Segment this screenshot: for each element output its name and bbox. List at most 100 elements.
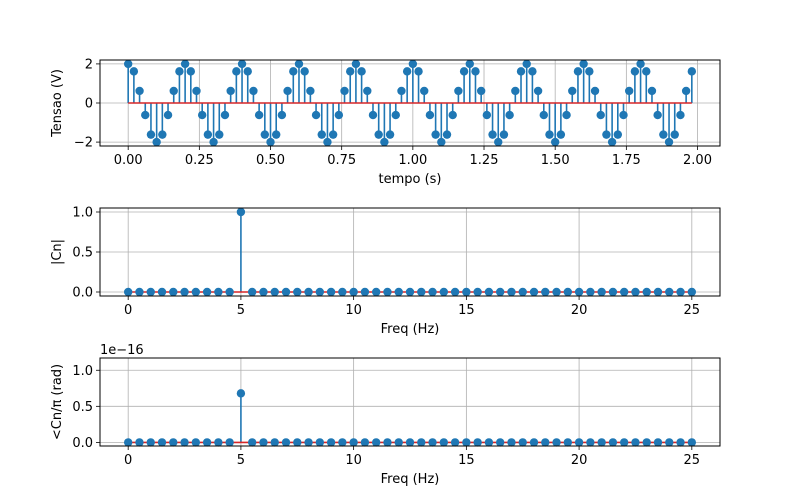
stem-marker xyxy=(574,287,584,297)
x-tick-label: 10 xyxy=(345,303,362,318)
stem-marker xyxy=(202,287,212,297)
stem-marker xyxy=(191,438,201,447)
stem-marker xyxy=(484,438,494,447)
stem-marker xyxy=(146,438,155,447)
stem-marker xyxy=(573,67,583,76)
stem-marker xyxy=(146,287,155,297)
stem-marker xyxy=(202,438,212,447)
stem-marker xyxy=(462,287,471,297)
stem-marker xyxy=(529,287,539,297)
stem-marker xyxy=(311,110,321,120)
stem-marker xyxy=(533,86,543,96)
stem-marker xyxy=(281,287,291,297)
stem-marker xyxy=(541,287,550,297)
x-tick-label: 0.00 xyxy=(114,153,143,168)
stem-marker xyxy=(473,287,482,297)
stem-marker xyxy=(670,130,679,139)
stem-marker xyxy=(141,110,150,120)
stem-marker xyxy=(499,130,509,139)
stem-marker xyxy=(608,438,618,447)
stem-marker xyxy=(394,438,403,447)
x-tick-label: 15 xyxy=(458,453,475,468)
stem-marker xyxy=(425,110,435,120)
stem-marker xyxy=(585,67,594,76)
stem-marker xyxy=(383,438,392,447)
stem-marker xyxy=(681,86,691,96)
stem-marker xyxy=(562,110,571,120)
stem-marker xyxy=(619,287,629,297)
stem-marker xyxy=(225,287,234,297)
stem-marker xyxy=(209,137,218,147)
stem-marker xyxy=(597,287,606,297)
stem-marker xyxy=(260,130,270,139)
stem-marker xyxy=(300,67,309,76)
stem-marker xyxy=(613,130,623,139)
stem-marker xyxy=(465,59,474,69)
subplot-2: 0 5 10 15 20 25 0.0 0.5 1.0 Freq (Hz) |Cn| xyxy=(50,206,721,337)
stem-marker xyxy=(237,59,247,69)
stem-marker xyxy=(385,130,395,139)
stem-marker xyxy=(380,137,389,147)
stem-marker xyxy=(259,287,268,297)
stem-marker xyxy=(383,287,392,297)
stem-marker xyxy=(152,137,161,147)
stem-marker xyxy=(232,67,241,76)
stem-marker xyxy=(360,287,370,297)
stem-marker xyxy=(579,59,588,69)
stem-marker xyxy=(215,130,224,139)
stem-marker xyxy=(428,287,437,297)
stem-marker xyxy=(471,67,480,76)
stem-marker xyxy=(158,130,167,139)
stem-marker xyxy=(511,86,520,96)
stem-marker xyxy=(665,438,674,447)
stem-marker xyxy=(516,67,526,76)
y-tick-label: 0.0 xyxy=(72,436,93,451)
stem-marker xyxy=(420,86,429,96)
x-tick-label: 2.00 xyxy=(683,153,712,168)
stem-marker xyxy=(607,137,617,147)
stem-marker xyxy=(676,110,685,120)
stem-marker xyxy=(135,438,144,447)
stem-marker xyxy=(586,287,595,297)
stem-marker xyxy=(293,438,302,447)
stem-marker xyxy=(123,438,133,447)
stem-marker xyxy=(676,287,685,297)
stem-marker xyxy=(346,67,355,76)
stem-marker xyxy=(630,67,640,76)
stem-marker xyxy=(494,137,503,147)
stem-marker xyxy=(294,59,304,69)
y-tick-label: 0.5 xyxy=(72,400,93,415)
stem-marker xyxy=(338,287,347,297)
stem-marker xyxy=(306,86,315,96)
x-axis-label: tempo (s) xyxy=(378,172,441,187)
stem-marker xyxy=(293,287,302,297)
stem-marker xyxy=(539,110,548,120)
stem-marker xyxy=(326,287,336,297)
stem-marker xyxy=(597,438,606,447)
stem-marker xyxy=(349,438,358,447)
stem-marker xyxy=(374,130,383,139)
y-axis-label: <Cn/π (rad) xyxy=(50,364,65,440)
stem-marker xyxy=(624,86,634,96)
stem-marker xyxy=(473,438,482,447)
stem-marker xyxy=(459,67,469,76)
stem-marker xyxy=(249,86,258,96)
stem-marker xyxy=(507,287,516,297)
stem-marker xyxy=(304,287,313,297)
stem-marker xyxy=(408,59,418,69)
stem-marker xyxy=(351,59,361,69)
stem-marker xyxy=(522,59,531,69)
x-tick-label: 0 xyxy=(124,303,132,318)
stem-marker xyxy=(270,287,279,297)
stem-marker xyxy=(135,86,144,96)
stem-marker xyxy=(439,287,449,297)
stem-marker xyxy=(484,287,494,297)
stem-marker xyxy=(397,86,406,96)
offset-text: 1e−16 xyxy=(100,343,144,358)
stem-marker xyxy=(146,130,156,139)
stem-marker xyxy=(338,438,347,447)
stem-marker xyxy=(619,110,628,120)
stem-marker xyxy=(334,110,344,120)
stem-marker xyxy=(402,67,412,76)
stem-marker xyxy=(431,130,440,139)
